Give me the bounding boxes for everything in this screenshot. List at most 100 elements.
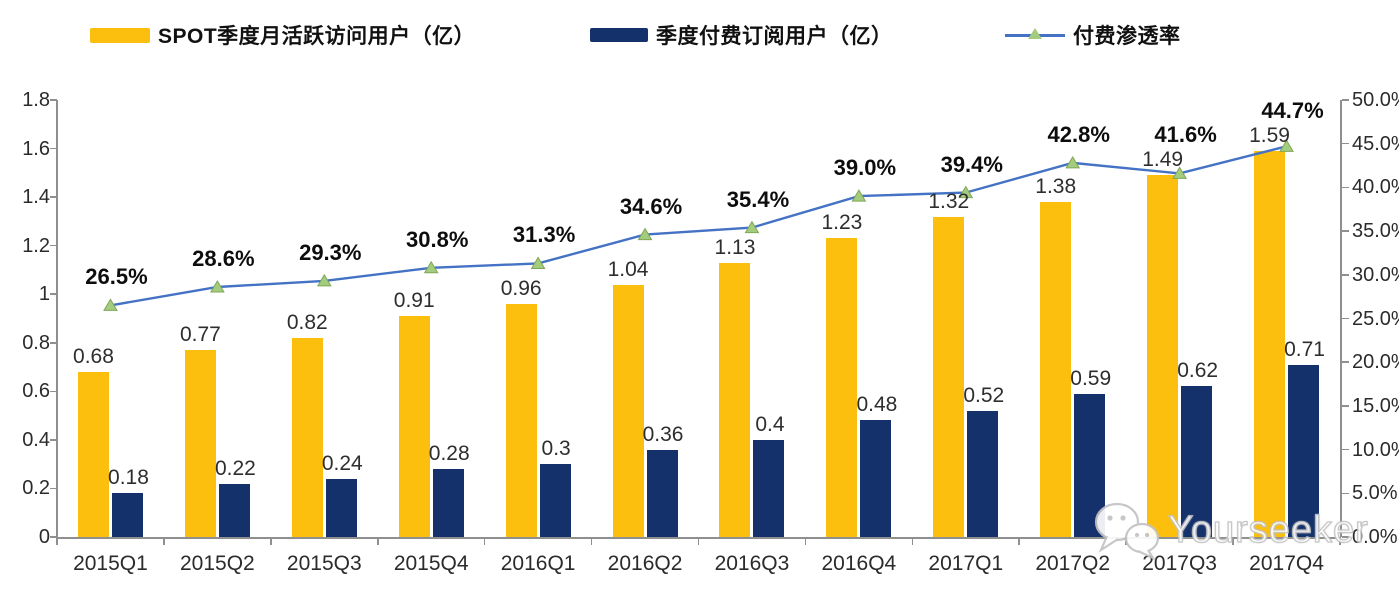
line-point-marker xyxy=(637,227,653,241)
bar-subscribers xyxy=(646,449,678,537)
x-axis-tick xyxy=(483,537,486,545)
bar-subscribers xyxy=(218,483,250,537)
penetration-value-label: 39.0% xyxy=(833,155,897,181)
mau-value-label: 1.23 xyxy=(821,211,863,235)
y-axis-tick-label: 1.8 xyxy=(22,89,50,111)
right-y-axis-tick-label: 5.0% xyxy=(1352,482,1398,505)
penetration-value-label: 30.8% xyxy=(406,226,469,252)
bar-mau xyxy=(398,316,430,537)
penetration-value-label: 31.3% xyxy=(512,222,576,248)
y-axis-tick-label: 0.6 xyxy=(22,380,50,403)
right-y-axis-tick xyxy=(1342,536,1349,538)
x-axis-tick xyxy=(1232,537,1234,545)
right-y-axis-tick xyxy=(1342,492,1349,495)
right-y-axis-line xyxy=(1340,100,1342,537)
right-y-axis-tick-label: 25.0% xyxy=(1352,307,1399,330)
right-y-axis-tick xyxy=(1342,99,1349,101)
right-y-axis-tick-label: 50.0% xyxy=(1352,89,1399,111)
line-point-marker xyxy=(103,298,118,311)
x-axis-category-label: 2016Q2 xyxy=(607,552,683,575)
right-y-axis-tick xyxy=(1342,405,1349,407)
subscribers-value-label: 0.22 xyxy=(214,456,256,480)
y-axis-tick-label: 0 xyxy=(38,526,50,548)
mau-value-label: 1.04 xyxy=(607,257,649,281)
bar-subscribers xyxy=(325,478,357,537)
penetration-value-label: 34.6% xyxy=(619,193,683,219)
subs-bar-swatch xyxy=(590,28,648,42)
y-axis-tick-label: 1 xyxy=(38,283,50,306)
bar-subscribers xyxy=(111,493,143,537)
bar-mau xyxy=(612,284,644,537)
mau-bar-swatch xyxy=(90,27,150,43)
x-axis-category-label: 2015Q2 xyxy=(180,552,255,575)
bar-mau xyxy=(1147,175,1179,537)
bar-mau xyxy=(826,238,858,537)
wechat-icon xyxy=(1094,502,1160,560)
line-point-marker xyxy=(1172,166,1188,179)
watermark: Yourseeker xyxy=(1092,500,1369,560)
mau-value-label: 1.59 xyxy=(1249,123,1290,147)
y-axis-tick-label: 1.6 xyxy=(22,137,50,160)
x-axis-category-label: 2016Q1 xyxy=(500,552,576,575)
line-point-marker xyxy=(958,185,974,199)
mau-value-label: 0.82 xyxy=(286,310,328,334)
y-axis-line xyxy=(56,100,58,537)
bar-subscribers xyxy=(753,439,785,537)
right-y-axis-tick xyxy=(1342,186,1349,189)
y-axis-tick xyxy=(50,196,57,198)
x-axis-tick xyxy=(1018,537,1021,545)
bar-subscribers xyxy=(1288,364,1320,537)
y-axis-tick xyxy=(50,99,57,101)
y-axis-tick-label: 1.4 xyxy=(22,186,50,209)
mau-value-label: 0.68 xyxy=(73,344,114,368)
triangle-marker-icon xyxy=(1028,28,1042,39)
line-marker-swatch xyxy=(1005,27,1065,43)
right-y-axis-tick-label: 15.0% xyxy=(1352,394,1399,417)
legend-item-penetration: 付费渗透率 xyxy=(1005,18,1181,52)
x-axis-category-label: 2017Q4 xyxy=(1249,552,1324,575)
subscribers-value-label: 0.18 xyxy=(108,466,149,490)
bar-subscribers xyxy=(967,410,999,537)
penetration-value-label: 42.8% xyxy=(1047,121,1110,147)
right-y-axis-tick xyxy=(1342,317,1349,320)
x-axis-category-label: 2015Q1 xyxy=(73,552,148,575)
x-axis-category-label: 2017Q1 xyxy=(928,552,1004,575)
line-point-marker xyxy=(530,256,546,269)
subscribers-value-label: 0.62 xyxy=(1177,359,1219,383)
watermark-text: Yourseeker xyxy=(1167,508,1369,551)
line-point-marker xyxy=(316,273,332,287)
bar-mau xyxy=(1040,201,1072,537)
line-point-marker xyxy=(1279,139,1294,152)
subscribers-value-label: 0.3 xyxy=(541,437,571,461)
x-axis-tick xyxy=(270,537,272,545)
bar-mau xyxy=(505,303,537,537)
y-axis-tick xyxy=(50,341,57,344)
mau-value-label: 1.32 xyxy=(928,189,970,213)
right-y-axis-tick xyxy=(1342,361,1349,363)
line-point-marker xyxy=(851,189,867,202)
right-y-axis-tick-label: 45.0% xyxy=(1352,132,1399,155)
y-axis-tick-label: 0.8 xyxy=(22,331,50,354)
mau-value-label: 0.96 xyxy=(500,276,542,300)
x-axis-tick xyxy=(911,537,914,545)
y-axis-tick xyxy=(50,293,57,296)
penetration-value-label: 26.5% xyxy=(85,264,148,290)
right-y-axis-tick-label: 30.0% xyxy=(1352,263,1399,286)
right-y-axis-tick-label: 0.0% xyxy=(1352,526,1398,548)
penetration-value-label: 35.4% xyxy=(726,186,790,212)
line-point-marker xyxy=(209,280,225,293)
legend-label-penetration: 付费渗透率 xyxy=(1073,25,1181,48)
x-axis-tick xyxy=(163,537,165,545)
y-axis-tick xyxy=(50,244,57,247)
line-point-marker xyxy=(1065,155,1081,169)
mau-value-label: 1.49 xyxy=(1142,148,1184,172)
mau-value-label: 1.13 xyxy=(714,235,756,259)
legend-item-subs: 季度付费订阅用户（亿） xyxy=(590,18,893,52)
bar-mau xyxy=(77,371,109,537)
y-axis-tick xyxy=(50,439,57,441)
x-axis-category-label: 2017Q3 xyxy=(1142,552,1217,575)
bar-subscribers xyxy=(432,469,464,537)
x-axis-category-label: 2016Q3 xyxy=(714,552,790,575)
subscribers-value-label: 0.48 xyxy=(856,393,898,417)
